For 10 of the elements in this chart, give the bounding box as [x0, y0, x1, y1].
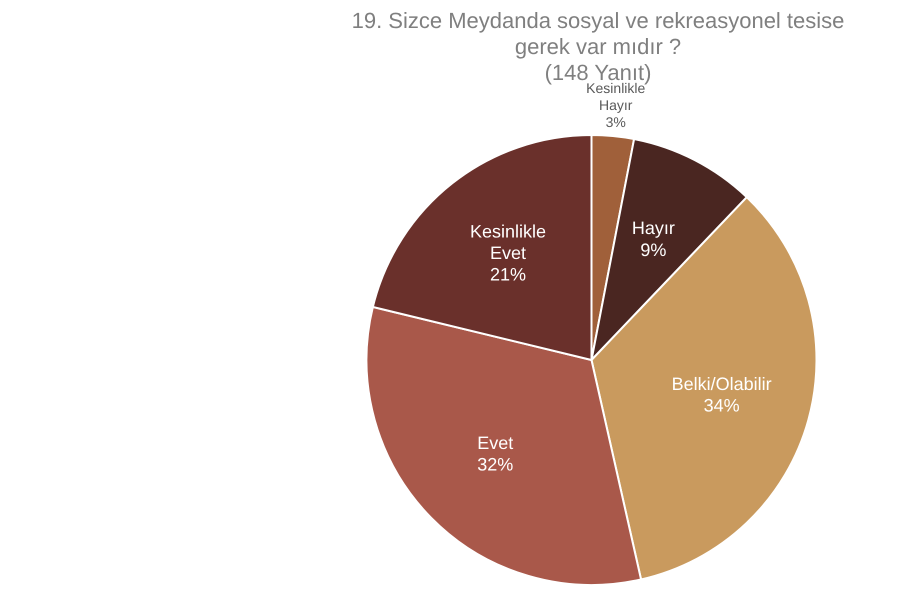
slice-label: Belki/Olabilir — [672, 374, 772, 394]
slice-label: Hayır — [632, 218, 675, 238]
data-label: 21% — [490, 264, 526, 284]
slice-label: Evet — [477, 432, 514, 453]
chart-title: 19. Sizce Meydanda sosyal ve rekreasyonel tesise gerek var mıdır ? — [350, 8, 846, 60]
data-label: 3% — [606, 114, 626, 130]
data-label: 32% — [477, 454, 514, 474]
slice-label: Kesinlikle Evet — [470, 221, 546, 263]
data-label: 34% — [704, 396, 740, 416]
data-label: 9% — [640, 240, 666, 260]
